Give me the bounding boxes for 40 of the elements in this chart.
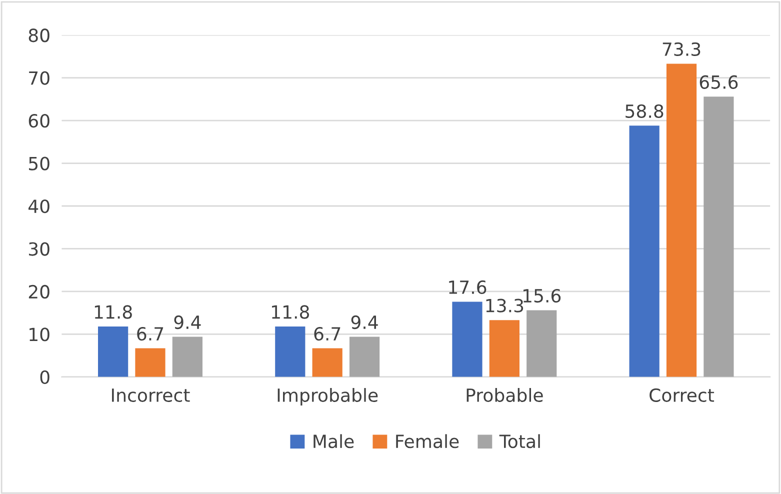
y-tick-label: 20 bbox=[28, 284, 50, 299]
data-label: 6.7 bbox=[137, 326, 164, 341]
data-label: 11.8 bbox=[94, 305, 132, 319]
data-label: 58.8 bbox=[626, 104, 664, 118]
legend-label: Female bbox=[396, 434, 459, 448]
bar bbox=[526, 310, 557, 377]
data-label: 17.6 bbox=[449, 280, 486, 294]
y-tick-label: 80 bbox=[28, 28, 50, 42]
bar bbox=[312, 348, 342, 377]
x-tick-label: Correct bbox=[650, 388, 714, 402]
y-tick-label: 10 bbox=[30, 328, 50, 342]
data-label: 11.8 bbox=[272, 305, 310, 319]
bar bbox=[349, 336, 380, 377]
legend-label: Total bbox=[499, 434, 540, 448]
bar bbox=[489, 320, 520, 377]
bar bbox=[135, 348, 166, 377]
bar bbox=[629, 126, 660, 377]
y-tick-label: 70 bbox=[29, 71, 50, 85]
bar bbox=[452, 302, 482, 377]
data-label: 13.3 bbox=[486, 298, 524, 312]
data-label: 73.3 bbox=[662, 42, 700, 56]
data-label: 6.7 bbox=[314, 326, 340, 341]
bar bbox=[275, 326, 306, 377]
x-tick-label: Improbable bbox=[278, 388, 378, 406]
x-tick-label: Incorrect bbox=[112, 388, 190, 402]
bar bbox=[98, 326, 128, 377]
y-tick-label: 60 bbox=[28, 114, 50, 128]
y-tick-label: 40 bbox=[28, 199, 50, 214]
y-tick-label: 0 bbox=[40, 370, 50, 384]
data-label: 65.6 bbox=[700, 75, 738, 89]
legend-label: Male bbox=[314, 434, 354, 448]
y-tick-label: 50 bbox=[29, 156, 50, 170]
y-tick-label: 30 bbox=[28, 242, 50, 256]
data-label: 9.4 bbox=[174, 315, 201, 330]
bar bbox=[172, 336, 202, 377]
data-label: 9.4 bbox=[351, 315, 378, 330]
bar bbox=[704, 96, 734, 377]
bar bbox=[666, 64, 697, 377]
x-tick-label: Probable bbox=[466, 388, 543, 402]
data-label: 15.6 bbox=[524, 288, 561, 303]
